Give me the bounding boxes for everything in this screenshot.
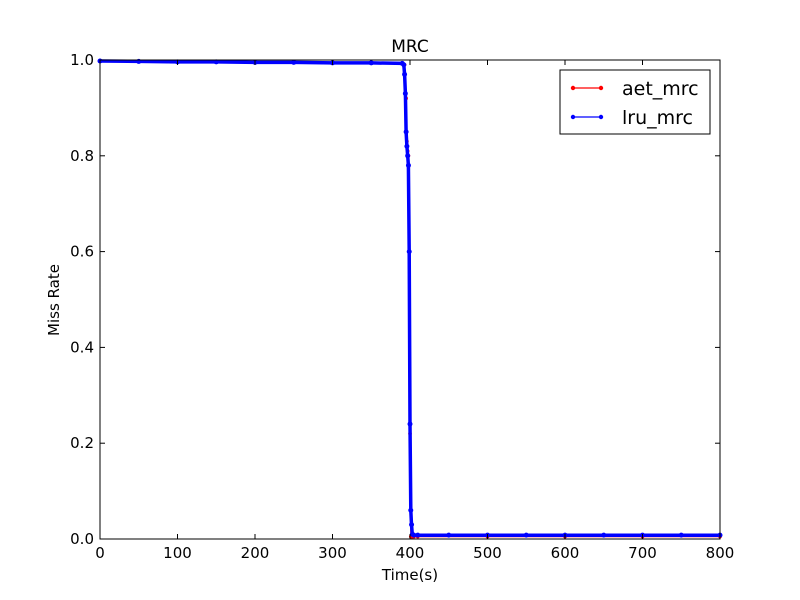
data-point-lru_mrc (415, 532, 421, 538)
data-point-lru_mrc (401, 62, 407, 68)
data-point-lru_mrc (402, 71, 408, 77)
x-tick-label: 600 (551, 544, 580, 562)
data-point-lru_mrc (404, 143, 410, 149)
x-tick-label: 0 (95, 544, 105, 562)
x-tick-label: 500 (473, 544, 502, 562)
legend: aet_mrc lru_mrc (559, 69, 711, 135)
x-tick-label: 100 (163, 544, 192, 562)
y-tick-label: 0.8 (70, 147, 94, 165)
y-tick-label: 1.0 (70, 51, 94, 69)
legend-box (559, 69, 711, 135)
legend-marker (598, 85, 604, 91)
data-point-lru_mrc (411, 532, 417, 538)
y-axis-label: Miss Rate (45, 264, 63, 336)
legend-marker (570, 114, 576, 120)
data-point-lru_mrc (407, 421, 413, 427)
data-point-lru_mrc (446, 532, 452, 538)
legend-label: lru_mrc (622, 107, 693, 129)
x-tick-label: 300 (318, 544, 347, 562)
y-tick-label: 0.2 (70, 434, 94, 452)
data-point-lru_mrc (291, 59, 297, 65)
data-point-lru_mrc (601, 532, 607, 538)
y-tick-label: 0.0 (70, 530, 94, 548)
plot-frame (99, 59, 721, 540)
series-layer (97, 58, 723, 539)
plot-area: 0 100 200 300 400 500 600 700 800 0.0 0.2 0.4 0.6 0.8… (70, 51, 734, 562)
data-point-lru_mrc (405, 162, 411, 168)
legend-marker (570, 85, 576, 91)
legend-label: aet_mrc (622, 78, 699, 100)
data-point-lru_mrc (405, 153, 411, 159)
x-axis-label: Time(s) (381, 566, 438, 584)
legend-items: aet_mrc lru_mrc (570, 78, 699, 129)
x-tick-label: 400 (396, 544, 425, 562)
data-point-lru_mrc (523, 532, 529, 538)
x-tick-label: 800 (706, 544, 735, 562)
legend-item-aet_mrc: aet_mrc (570, 78, 699, 100)
data-point-lru_mrc (406, 249, 412, 255)
x-tick-label: 700 (628, 544, 657, 562)
data-point-lru_mrc (409, 522, 415, 528)
legend-item-lru_mrc: lru_mrc (570, 107, 693, 129)
data-point-lru_mrc (368, 60, 374, 66)
ticks-layer: 0 100 200 300 400 500 600 700 800 0.0 0.2 0.4 0.6 0.8… (70, 51, 734, 562)
data-point-lru_mrc (403, 129, 409, 135)
legend-marker (598, 114, 604, 120)
x-tick-label: 200 (241, 544, 270, 562)
data-point-lru_mrc (408, 507, 414, 513)
y-tick-label: 0.4 (70, 338, 94, 356)
data-point-lru_mrc (402, 91, 408, 97)
data-point-lru_mrc (678, 532, 684, 538)
data-point-lru_mrc (213, 59, 219, 65)
chart-title: MRC (391, 37, 429, 57)
y-tick-label: 0.6 (70, 243, 94, 261)
